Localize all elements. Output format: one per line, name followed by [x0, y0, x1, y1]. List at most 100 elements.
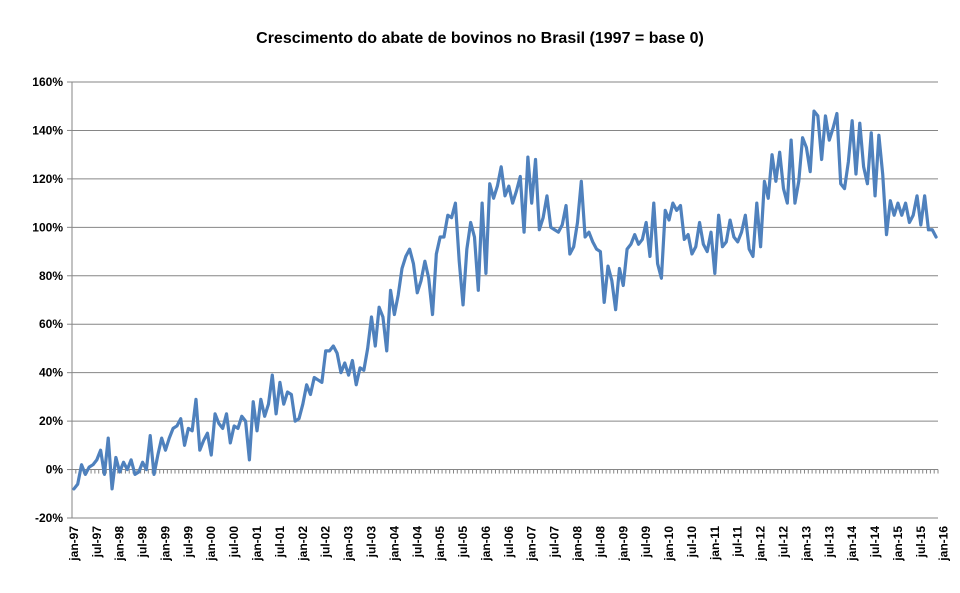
data-point — [717, 214, 720, 217]
data-point — [897, 202, 900, 205]
data-point — [549, 226, 552, 229]
data-point — [797, 180, 800, 183]
data-point — [931, 228, 934, 231]
data-point — [301, 403, 304, 406]
data-point — [195, 398, 198, 401]
data-point — [126, 468, 129, 471]
data-point — [95, 458, 98, 461]
data-point — [774, 180, 777, 183]
data-point — [767, 197, 770, 200]
x-tick-label: jan-15 — [891, 526, 905, 562]
data-point — [141, 461, 144, 464]
data-point — [519, 175, 522, 178]
data-point — [267, 403, 270, 406]
data-point — [458, 260, 461, 263]
data-point — [237, 427, 240, 430]
data-point — [778, 151, 781, 154]
data-point — [557, 231, 560, 234]
data-point — [244, 420, 247, 423]
x-tick-label: jan-03 — [342, 526, 356, 562]
data-point — [187, 427, 190, 430]
x-tick-label: jul-04 — [410, 526, 424, 559]
data-point — [832, 127, 835, 130]
data-point — [759, 245, 762, 248]
data-point — [332, 345, 335, 348]
data-point — [816, 115, 819, 118]
data-point — [790, 139, 793, 142]
data-point — [530, 202, 533, 205]
x-tick-label: jan-12 — [754, 526, 768, 562]
data-point — [721, 245, 724, 248]
data-point — [740, 231, 743, 234]
data-point — [633, 233, 636, 236]
data-point — [893, 214, 896, 217]
x-tick-label: jul-02 — [319, 526, 333, 559]
data-point — [507, 185, 510, 188]
data-point — [179, 417, 182, 420]
data-point — [908, 221, 911, 224]
data-point — [103, 473, 106, 476]
data-point — [698, 221, 701, 224]
data-point — [336, 352, 339, 355]
data-point — [568, 253, 571, 256]
data-point — [591, 240, 594, 243]
data-point — [916, 194, 919, 197]
data-point — [668, 219, 671, 222]
data-point — [172, 427, 175, 430]
data-point — [588, 231, 591, 234]
y-tick-label: 20% — [39, 414, 63, 428]
y-axis-tick-labels: -20% 0% 20% 40% 60% 80% 100% 120% 140% 160% — [32, 75, 63, 525]
x-axis-tick-labels: jan-97 jul-97 jan-98 jul-98 jan-99 jul-99 jan-… — [67, 526, 951, 562]
data-point — [214, 412, 217, 415]
data-point — [355, 383, 358, 386]
axes — [67, 81, 939, 519]
data-point — [839, 182, 842, 185]
data-point — [416, 291, 419, 294]
data-point — [710, 231, 713, 234]
data-point — [618, 267, 621, 270]
data-point — [229, 442, 232, 445]
x-tick-label: jan-05 — [433, 526, 447, 562]
data-point — [149, 434, 152, 437]
data-point — [862, 165, 865, 168]
x-tick-label: jan-01 — [250, 526, 264, 562]
data-point — [248, 458, 251, 461]
data-point — [656, 262, 659, 265]
data-point — [542, 216, 545, 219]
data-point — [286, 391, 289, 394]
data-point — [420, 279, 423, 282]
data-point — [92, 463, 95, 466]
data-point — [629, 243, 632, 246]
data-point — [748, 248, 751, 251]
data-point — [256, 429, 259, 432]
data-point — [118, 471, 121, 474]
data-point — [317, 379, 320, 382]
data-point — [443, 236, 446, 239]
data-point — [687, 233, 690, 236]
data-point — [252, 400, 255, 403]
data-point — [805, 146, 808, 149]
data-point — [641, 238, 644, 241]
data-point — [130, 458, 133, 461]
x-tick-label: jan-13 — [799, 526, 813, 562]
data-point — [153, 473, 156, 476]
data-point — [217, 422, 220, 425]
data-point — [912, 214, 915, 217]
data-point — [736, 240, 739, 243]
data-point — [534, 158, 537, 161]
data-point — [752, 255, 755, 258]
data-point — [156, 454, 159, 457]
data-point — [694, 245, 697, 248]
data-point — [122, 461, 125, 464]
y-tick-label: -20% — [35, 511, 63, 525]
data-point — [412, 262, 415, 265]
data-point — [378, 306, 381, 309]
x-tick-label: jul-05 — [456, 526, 470, 559]
data-point — [679, 204, 682, 207]
data-point — [847, 161, 850, 164]
data-point — [76, 483, 79, 486]
data-point — [488, 182, 491, 185]
data-point — [813, 110, 816, 113]
data-point — [526, 156, 529, 159]
data-point — [702, 243, 705, 246]
